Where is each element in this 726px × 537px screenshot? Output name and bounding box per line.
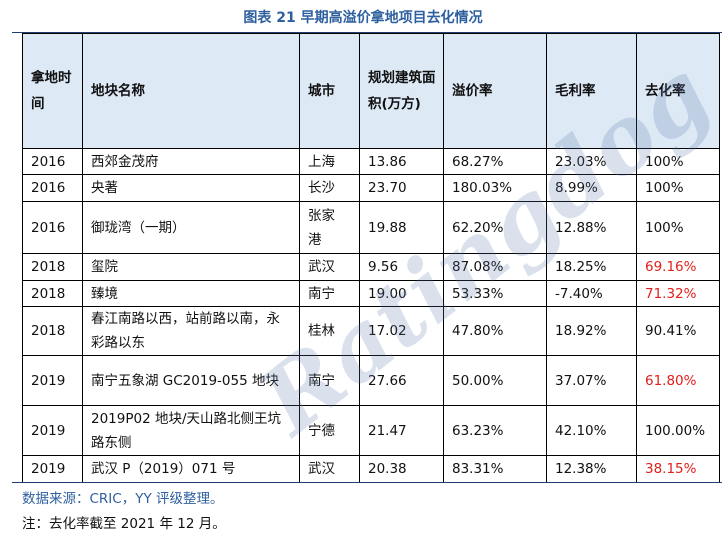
cell-sellthrough: 61.80% bbox=[636, 355, 720, 406]
col-header-sellthrough: 去化率 bbox=[636, 33, 720, 149]
cell-area: 20.38 bbox=[359, 455, 444, 483]
table-row: 2018 玺院 武汉 9.56 87.08% 18.25% 69.16% bbox=[22, 253, 720, 281]
cell-city: 桂林 bbox=[299, 306, 360, 356]
cell-year: 2016 bbox=[22, 174, 83, 202]
cell-city: 宁德 bbox=[299, 405, 360, 456]
cell-name: 春江南路以西，站前路以南，永彩路以东 bbox=[82, 306, 300, 356]
cell-sellthrough: 71.32% bbox=[636, 280, 720, 307]
col-header-city: 城市 bbox=[299, 33, 360, 149]
cell-margin: 12.88% bbox=[546, 201, 637, 254]
cell-margin: 37.07% bbox=[546, 355, 637, 406]
cell-margin: 18.25% bbox=[546, 253, 637, 281]
table-row: 2018 春江南路以西，站前路以南，永彩路以东 桂林 17.02 47.80% 18.92… bbox=[22, 306, 720, 356]
cell-sellthrough: 90.41% bbox=[636, 306, 720, 356]
col-header-margin: 毛利率 bbox=[546, 33, 637, 149]
cell-premium: 83.31% bbox=[443, 455, 547, 483]
cell-margin: -7.40% bbox=[546, 280, 637, 307]
col-header-area: 规划建筑面积(万方) bbox=[359, 33, 444, 149]
cell-city: 武汉 bbox=[299, 253, 360, 281]
cell-area: 13.86 bbox=[359, 148, 444, 175]
top-rule bbox=[12, 32, 722, 33]
cell-margin: 23.03% bbox=[546, 148, 637, 175]
cell-margin: 18.92% bbox=[546, 306, 637, 356]
cell-sellthrough: 38.15% bbox=[636, 455, 720, 483]
cell-margin: 42.10% bbox=[546, 405, 637, 456]
cell-premium: 63.23% bbox=[443, 405, 547, 456]
bottom-rule bbox=[12, 482, 722, 483]
cell-year: 2018 bbox=[22, 280, 83, 307]
cell-area: 21.47 bbox=[359, 405, 444, 456]
cell-sellthrough: 100.00% bbox=[636, 405, 720, 456]
footnote: 注：去化率截至 2021 年 12 月。 bbox=[22, 516, 226, 532]
cell-name: 央著 bbox=[82, 174, 300, 202]
table-row: 2019 2019P02 地块/天山路北侧王坑路东侧 宁德 21.47 63.23% 42… bbox=[22, 405, 720, 456]
cell-area: 9.56 bbox=[359, 253, 444, 281]
cell-year: 2019 bbox=[22, 405, 83, 456]
table-row: 2016 央著 长沙 23.70 180.03% 8.99% 100% bbox=[22, 174, 720, 202]
cell-year: 2019 bbox=[22, 355, 83, 406]
table-row: 2016 御珑湾（一期） 张家港 19.88 62.20% 12.88% 100% bbox=[22, 201, 720, 254]
cell-sellthrough: 69.16% bbox=[636, 253, 720, 281]
col-header-name: 地块名称 bbox=[82, 33, 300, 149]
cell-area: 23.70 bbox=[359, 174, 444, 202]
cell-name: 2019P02 地块/天山路北侧王坑路东侧 bbox=[82, 405, 300, 456]
cell-premium: 47.80% bbox=[443, 306, 547, 356]
data-source: 数据来源：CRIC，YY 评级整理。 bbox=[22, 491, 224, 507]
cell-sellthrough: 100% bbox=[636, 174, 720, 202]
figure-title: 图表 21 早期高溢价拿地项目去化情况 bbox=[243, 10, 483, 26]
table-row: 2016 西郊金茂府 上海 13.86 68.27% 23.03% 100% bbox=[22, 148, 720, 175]
cell-city: 南宁 bbox=[299, 280, 360, 307]
cell-area: 19.88 bbox=[359, 201, 444, 254]
table-row: 2019 武汉 P（2019）071 号武汉 20.38 83.31% 12.38% 38… bbox=[22, 455, 720, 483]
cell-city: 南宁 bbox=[299, 355, 360, 406]
cell-name: 武汉 P（2019）071 号 bbox=[82, 455, 300, 483]
table-header: 拿地时间 地块名称 城市 规划建筑面积(万方) 溢价率 毛利率 去化率 bbox=[22, 33, 720, 149]
cell-year: 2018 bbox=[22, 306, 83, 356]
cell-year: 2019 bbox=[22, 455, 83, 483]
cell-premium: 68.27% bbox=[443, 148, 547, 175]
table-row: 2018 臻境 南宁 19.00 53.33% -7.40% 71.32% bbox=[22, 280, 720, 307]
cell-premium: 180.03% bbox=[443, 174, 547, 202]
cell-city: 上海 bbox=[299, 148, 360, 175]
cell-year: 2016 bbox=[22, 201, 83, 254]
cell-city: 长沙 bbox=[299, 174, 360, 202]
cell-city: 武汉 bbox=[299, 455, 360, 483]
cell-premium: 50.00% bbox=[443, 355, 547, 406]
cell-name: 南宁五象湖 GC2019-055 地块 bbox=[82, 355, 300, 406]
col-header-premium: 溢价率 bbox=[443, 33, 547, 149]
cell-year: 2018 bbox=[22, 253, 83, 281]
cell-premium: 53.33% bbox=[443, 280, 547, 307]
cell-year: 2016 bbox=[22, 148, 83, 175]
cell-area: 17.02 bbox=[359, 306, 444, 356]
data-table: 拿地时间 地块名称 城市 规划建筑面积(万方) 溢价率 毛利率 去化率 2016… bbox=[22, 33, 720, 483]
cell-name: 御珑湾（一期） bbox=[82, 201, 300, 254]
cell-margin: 8.99% bbox=[546, 174, 637, 202]
cell-premium: 62.20% bbox=[443, 201, 547, 254]
cell-area: 27.66 bbox=[359, 355, 444, 406]
cell-premium: 87.08% bbox=[443, 253, 547, 281]
col-header-year: 拿地时间 bbox=[22, 33, 83, 149]
cell-area: 19.00 bbox=[359, 280, 444, 307]
cell-name: 玺院 bbox=[82, 253, 300, 281]
cell-sellthrough: 100% bbox=[636, 148, 720, 175]
cell-sellthrough: 100% bbox=[636, 201, 720, 254]
table-row: 2019 南宁五象湖 GC2019-055 地块 南宁 27.66 50.00% 37.0… bbox=[22, 355, 720, 406]
cell-name: 西郊金茂府 bbox=[82, 148, 300, 175]
cell-name: 臻境 bbox=[82, 280, 300, 307]
cell-margin: 12.38% bbox=[546, 455, 637, 483]
cell-city: 张家港 bbox=[299, 201, 360, 254]
